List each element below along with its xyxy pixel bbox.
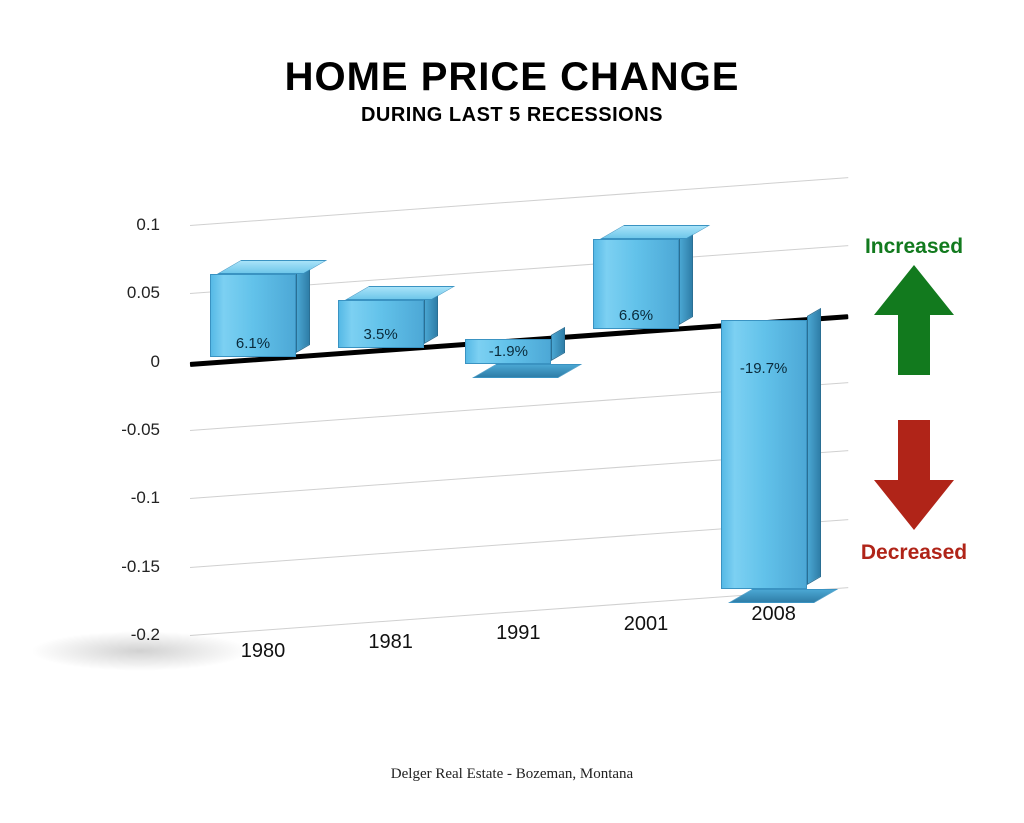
legend: Increased Decreased (844, 235, 984, 565)
x-category-label: 1991 (496, 622, 541, 645)
bar-value-label: 3.5% (338, 326, 424, 343)
arrow-up-icon (874, 265, 954, 375)
legend-decreased-label: Decreased (844, 541, 984, 565)
chart-area: -0.2-0.15-0.1-0.0500.050.16.1%19803.5%19… (90, 215, 880, 655)
ytick-label: 0 (100, 352, 160, 372)
bar-value-label: 6.6% (593, 307, 679, 324)
gridline (190, 177, 848, 226)
x-category-label: 1981 (368, 631, 413, 654)
ytick-label: -0.05 (100, 420, 160, 440)
x-category-label: 2001 (624, 613, 669, 636)
bar: 3.5% (338, 300, 424, 348)
bar: -1.9% (465, 339, 551, 365)
ytick-label: -0.1 (100, 488, 160, 508)
x-category-label: 1980 (241, 640, 286, 663)
bar-value-label: -19.7% (721, 360, 807, 377)
ytick-label: 0.1 (100, 215, 160, 235)
chart-title: HOME PRICE CHANGE (0, 55, 1024, 100)
bar: -19.7% (721, 320, 807, 589)
ytick-label: 0.05 (100, 283, 160, 303)
bar-value-label: -1.9% (465, 343, 551, 360)
floor-shadow (30, 631, 250, 671)
legend-increased-label: Increased (844, 235, 984, 259)
footer-text: Delger Real Estate - Bozeman, Montana (0, 766, 1024, 783)
chart-subtitle: DURING LAST 5 RECESSIONS (0, 104, 1024, 127)
x-category-label: 2008 (751, 603, 796, 626)
ytick-label: -0.15 (100, 557, 160, 577)
arrow-down-icon (874, 420, 954, 530)
bar: 6.1% (210, 274, 296, 357)
bar: 6.6% (593, 239, 679, 329)
bar-value-label: 6.1% (210, 335, 296, 352)
